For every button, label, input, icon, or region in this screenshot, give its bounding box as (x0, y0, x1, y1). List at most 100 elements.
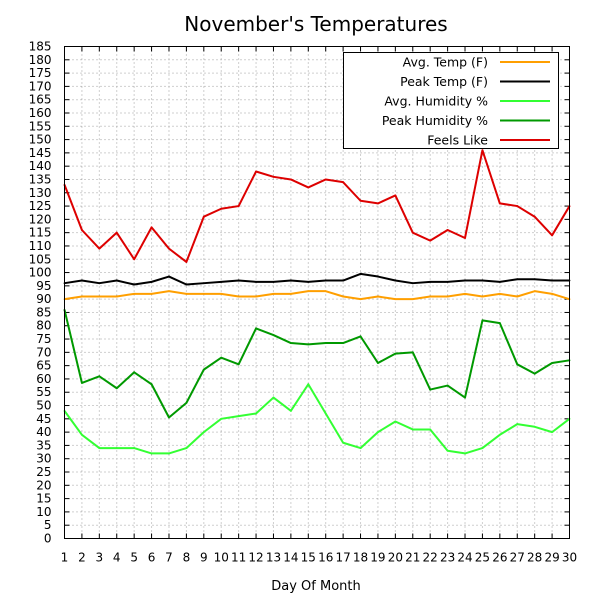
data-point (272, 280, 275, 283)
data-point (168, 416, 170, 419)
x-tick-label: 13 (266, 551, 281, 565)
x-tick-label: 29 (544, 551, 559, 565)
data-point (115, 447, 118, 449)
data-point (359, 298, 362, 301)
data-point (533, 372, 536, 375)
data-point (150, 280, 153, 283)
y-tick-label: 10 (36, 505, 51, 519)
data-point (324, 178, 327, 181)
legend: Avg. Temp (F) Peak Temp (F) Avg. Humidity … (343, 52, 559, 149)
x-tick-label: 28 (527, 551, 542, 565)
data-point (446, 229, 449, 231)
data-point (133, 292, 136, 295)
data-point (481, 319, 484, 322)
data-point (551, 234, 553, 237)
series-line-0 (64, 290, 570, 301)
y-tick-label: 20 (36, 478, 51, 492)
y-tick-label: 110 (29, 239, 52, 253)
y-tick-label: 35 (36, 438, 51, 452)
data-point (324, 342, 327, 344)
y-tick-label: 55 (36, 385, 51, 399)
y-tick-label: 180 (29, 53, 52, 67)
x-tick-label: 27 (510, 551, 525, 565)
data-point (377, 295, 379, 298)
data-point (516, 423, 519, 426)
y-tick-label: 165 (29, 93, 52, 107)
x-axis-ticks: 1 2 3 4 5 6 7 8 9 10 11 12 13 14 15 16 17 18 19 20 21 22 23 24 2… (61, 46, 577, 565)
x-tick-label: 18 (353, 551, 368, 565)
x-tick-label: 23 (440, 551, 455, 565)
data-point (307, 280, 310, 283)
x-tick-label: 22 (423, 551, 438, 565)
data-point (498, 322, 501, 324)
data-point (168, 247, 170, 250)
series-lines (63, 149, 571, 455)
y-tick-label: 30 (36, 452, 51, 466)
data-point (237, 415, 240, 418)
data-point (464, 279, 466, 282)
data-point (133, 283, 136, 286)
data-point (342, 279, 345, 282)
y-tick-label: 130 (29, 186, 52, 200)
data-point (185, 401, 188, 404)
data-point (516, 205, 519, 207)
data-point (359, 447, 362, 449)
series-line-3 (63, 309, 570, 419)
data-point (498, 280, 501, 283)
data-point (516, 295, 519, 298)
y-tick-label: 185 (29, 40, 52, 54)
data-point (533, 278, 536, 281)
data-point (307, 343, 310, 346)
data-point (220, 207, 223, 210)
data-point (429, 388, 432, 391)
data-point (411, 231, 414, 234)
chart-title: November's Temperatures (184, 12, 447, 36)
data-point (411, 298, 414, 301)
y-axis-ticks: 0510152025303540455055606570758085909510… (29, 40, 570, 546)
x-tick-label: 7 (165, 551, 173, 565)
data-point (446, 384, 449, 387)
data-point (377, 431, 379, 434)
data-point (98, 375, 101, 378)
data-point (202, 282, 205, 285)
data-point (289, 292, 292, 295)
legend-label: Avg. Temp (F) (403, 55, 488, 70)
data-point (98, 247, 101, 250)
data-point (289, 342, 292, 344)
plot-frame (64, 46, 570, 539)
data-point (551, 279, 553, 282)
data-point (202, 431, 205, 434)
y-tick-label: 0 (44, 532, 52, 546)
data-point (498, 292, 501, 295)
data-point (115, 295, 118, 298)
data-point (115, 387, 118, 390)
data-point (516, 278, 519, 281)
y-tick-label: 170 (29, 79, 52, 93)
x-tick-label: 2 (78, 551, 86, 565)
data-point (342, 295, 345, 298)
y-tick-label: 25 (36, 465, 51, 479)
y-tick-label: 155 (29, 119, 52, 133)
y-tick-label: 160 (29, 106, 52, 120)
data-point (98, 447, 101, 449)
legend-label: Feels Like (427, 133, 488, 148)
data-point (81, 433, 83, 436)
data-point (411, 428, 414, 431)
data-point (307, 186, 310, 189)
y-tick-label: 95 (36, 279, 51, 293)
data-point (446, 280, 449, 283)
data-point (307, 383, 310, 386)
data-point (289, 178, 292, 181)
data-point (324, 290, 327, 293)
data-point (446, 449, 449, 452)
y-tick-label: 50 (36, 399, 51, 413)
data-point (464, 452, 466, 455)
series-line-4 (63, 149, 571, 263)
data-point (168, 275, 170, 278)
data-point (272, 396, 275, 399)
data-point (551, 292, 553, 295)
data-point (498, 202, 501, 205)
data-point (429, 239, 432, 242)
data-point (115, 279, 118, 282)
data-point (220, 356, 223, 359)
